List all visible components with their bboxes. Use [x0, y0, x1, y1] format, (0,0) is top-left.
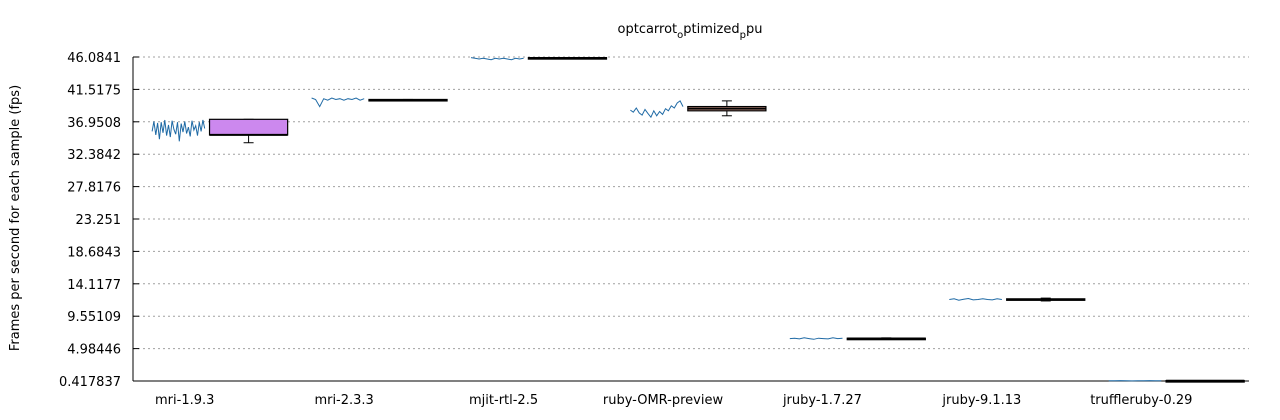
- sample-trace: [470, 57, 524, 61]
- sample-trace: [949, 297, 1002, 301]
- sample-trace: [311, 97, 365, 108]
- sample-trace: [630, 100, 684, 119]
- x-tick-label: mjit-rtl-2.5: [469, 393, 538, 408]
- x-tick-label: jruby-9.1.13: [941, 393, 1021, 408]
- y-tick-label: 0.417837: [59, 375, 121, 390]
- x-tick-label: truffleruby-0.29: [1090, 393, 1192, 408]
- box-mri-1.9.3: [208, 118, 289, 144]
- box-jruby-9.1.13: [1006, 297, 1086, 302]
- box-body: [208, 118, 289, 136]
- y-tick-label: 32.3842: [67, 148, 121, 163]
- boxes: [208, 56, 1245, 383]
- box-ruby-OMR-preview: [687, 100, 767, 117]
- sample-trace: [151, 119, 206, 142]
- y-tick-label: 14.1177: [67, 278, 121, 293]
- x-tick-label: mri-2.3.3: [314, 393, 373, 408]
- x-tick-label: ruby-OMR-preview: [603, 393, 724, 408]
- y-tick-label: 9.55109: [67, 310, 121, 325]
- box-jruby-1.7.27: [846, 337, 926, 341]
- box-mri-2.3.3: [368, 98, 448, 102]
- sample-trace: [789, 337, 843, 340]
- y-tick-label: 41.5175: [67, 83, 121, 98]
- x-tick-label: mri-1.9.3: [155, 393, 214, 408]
- chart-title: optcarrotoptimizedppu: [618, 22, 763, 41]
- y-tick-label: 4.98446: [67, 343, 121, 358]
- box-truffleruby-0.29: [1165, 379, 1245, 383]
- x-tick-labels: mri-1.9.3 mri-2.3.3 mjit-rtl-2.5 ruby-OMR-p…: [155, 393, 1192, 408]
- y-tick-label: 36.9508: [67, 116, 121, 131]
- y-tick-label: 23.251: [76, 213, 122, 228]
- y-tick-label: 27.8176: [67, 181, 121, 196]
- axes: [132, 56, 1249, 382]
- box-mjit-rtl-2.5: [527, 56, 608, 60]
- sample-traces: [151, 57, 1162, 382]
- x-tick-label: jruby-1.7.27: [782, 393, 862, 408]
- y-tick-label: 18.6843: [67, 245, 121, 260]
- y-tick-labels: 0.417837 4.98446 9.55109 14.1177 18.6843 23.2…: [59, 51, 121, 390]
- y-tick-label: 46.0841: [67, 51, 121, 66]
- grid-lines: [133, 56, 1249, 350]
- y-axis-label: Frames per second for each sample (fps): [8, 85, 23, 351]
